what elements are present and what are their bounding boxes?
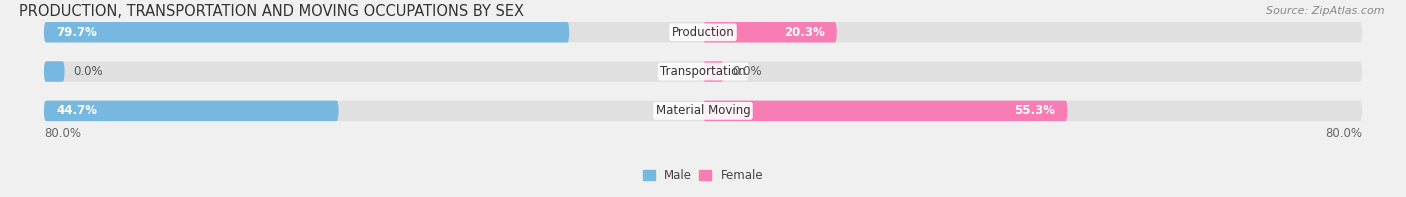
Text: Production: Production	[672, 26, 734, 39]
FancyBboxPatch shape	[703, 61, 724, 82]
FancyBboxPatch shape	[44, 101, 1362, 121]
Text: 0.0%: 0.0%	[733, 65, 762, 78]
Text: 44.7%: 44.7%	[56, 104, 97, 117]
FancyBboxPatch shape	[44, 61, 65, 82]
Text: Source: ZipAtlas.com: Source: ZipAtlas.com	[1267, 6, 1385, 16]
Text: Transportation: Transportation	[661, 65, 745, 78]
FancyBboxPatch shape	[44, 22, 569, 43]
FancyBboxPatch shape	[703, 22, 837, 43]
Text: 55.3%: 55.3%	[1014, 104, 1054, 117]
Legend: Male, Female: Male, Female	[638, 164, 768, 187]
Text: Material Moving: Material Moving	[655, 104, 751, 117]
Text: 80.0%: 80.0%	[1324, 127, 1362, 140]
Text: PRODUCTION, TRANSPORTATION AND MOVING OCCUPATIONS BY SEX: PRODUCTION, TRANSPORTATION AND MOVING OC…	[20, 4, 524, 19]
Text: 79.7%: 79.7%	[56, 26, 97, 39]
FancyBboxPatch shape	[44, 22, 1362, 43]
FancyBboxPatch shape	[703, 101, 1067, 121]
FancyBboxPatch shape	[44, 61, 1362, 82]
FancyBboxPatch shape	[44, 101, 339, 121]
Text: 0.0%: 0.0%	[73, 65, 103, 78]
Text: 80.0%: 80.0%	[44, 127, 82, 140]
Text: 20.3%: 20.3%	[783, 26, 824, 39]
